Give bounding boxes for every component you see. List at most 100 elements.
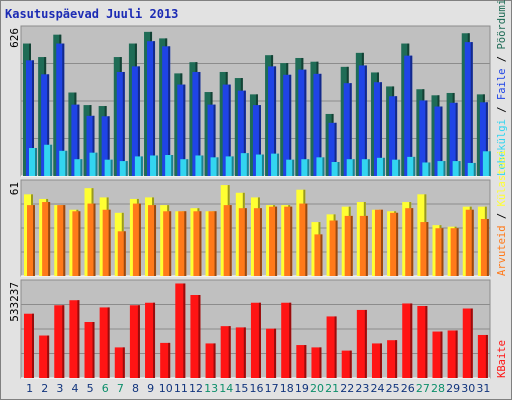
bar-kbytes (432, 331, 443, 378)
bar-kbytes (371, 343, 382, 378)
bar-kbytes-shade (92, 322, 95, 378)
bar-computers (435, 228, 444, 276)
bar-kbytes (387, 340, 398, 378)
legend-item: Arvuteid (496, 225, 508, 276)
bar-pages (271, 153, 280, 176)
bar-kbytes-shade (258, 302, 261, 378)
bar-computers-shade (199, 211, 202, 276)
bar-files-shade (319, 73, 322, 176)
bar-pages-shade (307, 159, 310, 176)
bar-computers (208, 211, 217, 276)
bar-files-shade (410, 55, 413, 176)
x-tick-label: 17 (265, 382, 279, 395)
bar-files (389, 96, 398, 176)
bar-pages (89, 152, 98, 176)
bar-files-shade (137, 66, 140, 176)
bar-computers-shade (380, 209, 383, 276)
bar-kbytes-shade (153, 302, 156, 378)
x-tick-label: 27 (416, 382, 430, 395)
bar-kbytes-shade (455, 330, 458, 378)
bar-computers-shade (259, 208, 262, 276)
bar-kbytes-shade (304, 345, 307, 378)
legend-item: Külastusi (496, 150, 508, 207)
bar-computers-shade (486, 218, 489, 276)
bar-kbytes (477, 334, 488, 378)
x-tick-label: 24 (371, 382, 385, 395)
bar-computers (450, 228, 459, 276)
bar-pages-shade (171, 155, 174, 176)
bar-computers (253, 208, 262, 276)
legend-middle: Arvuteid / Külastusi (496, 150, 508, 276)
bar-files (449, 102, 458, 176)
x-tick-label: 2 (41, 382, 48, 395)
bar-files-shade (349, 83, 352, 176)
bar-files (268, 66, 277, 176)
x-tick-label: 31 (476, 382, 490, 395)
bar-files-shade (364, 65, 367, 176)
bar-files-shade (334, 122, 337, 176)
bar-files-shade (425, 100, 428, 176)
bar-files-shade (153, 41, 156, 177)
bar-kbytes (296, 345, 307, 378)
chart-title: Kasutuspäevad Juuli 2013 (5, 7, 179, 21)
bar-kbytes-shade (77, 300, 80, 378)
x-tick-label: 8 (132, 382, 139, 395)
bar-computers (344, 215, 353, 276)
bar-files-shade (455, 102, 458, 176)
x-tick-label: 3 (56, 382, 63, 395)
x-tick-label: 22 (340, 382, 354, 395)
bar-kbytes-shade (410, 303, 413, 378)
bar-computers-shade (411, 208, 414, 276)
bar-files-shade (243, 90, 246, 176)
bar-kbytes (447, 330, 458, 378)
bar-computers (480, 218, 489, 276)
bar-pages-shade (337, 162, 340, 176)
x-tick-label: 28 (431, 382, 445, 395)
bar-pages-shade (125, 161, 128, 176)
bar-pages-shade (443, 161, 446, 176)
bar-files-shade (168, 46, 171, 176)
bar-kbytes-shade (364, 309, 367, 378)
bar-computers (223, 205, 232, 276)
bar-pages (210, 157, 219, 176)
bar-pages (104, 159, 113, 176)
bar-files-shade (395, 96, 398, 176)
bar-pages (44, 144, 53, 176)
bar-computers-shade (275, 206, 278, 276)
x-tick-label: 14 (219, 382, 233, 395)
bar-kbytes-shade (425, 305, 428, 378)
x-tick-label: 30 (461, 382, 475, 395)
bar-kbytes (84, 322, 95, 378)
bar-kbytes-shade (137, 305, 140, 378)
x-tick-label: 7 (117, 382, 124, 395)
y-max-label: 626 (8, 28, 21, 48)
bar-pages (286, 159, 295, 176)
bar-computers-shade (138, 203, 141, 276)
bar-kbytes-shade (122, 347, 125, 378)
bar-pages-shade (413, 156, 416, 176)
bar-computers-shade (184, 211, 187, 276)
bar-files (404, 55, 413, 176)
bar-kbytes-shade (485, 334, 488, 378)
bar-computers (359, 215, 368, 276)
bar-computers (27, 205, 35, 276)
bar-kbytes (160, 342, 171, 378)
x-tick-label: 1 (26, 382, 33, 395)
bar-computers-shade (244, 208, 247, 276)
bar-files-shade (228, 84, 231, 176)
bar-files-shade (92, 115, 95, 176)
x-tick-label: 13 (204, 382, 218, 395)
bar-kbytes-shade (243, 327, 246, 378)
bar-pages (195, 155, 204, 176)
bar-files-shade (77, 104, 80, 176)
bar-pages-shade (246, 153, 249, 176)
bar-kbytes (326, 316, 337, 378)
bar-kbytes (54, 305, 65, 378)
bar-computers-shade (365, 215, 368, 276)
bar-files-shade (213, 104, 216, 176)
bar-files (222, 84, 231, 176)
bar-computers (163, 211, 172, 276)
bar-kbytes-shade (47, 335, 50, 378)
bar-computers (117, 231, 126, 276)
